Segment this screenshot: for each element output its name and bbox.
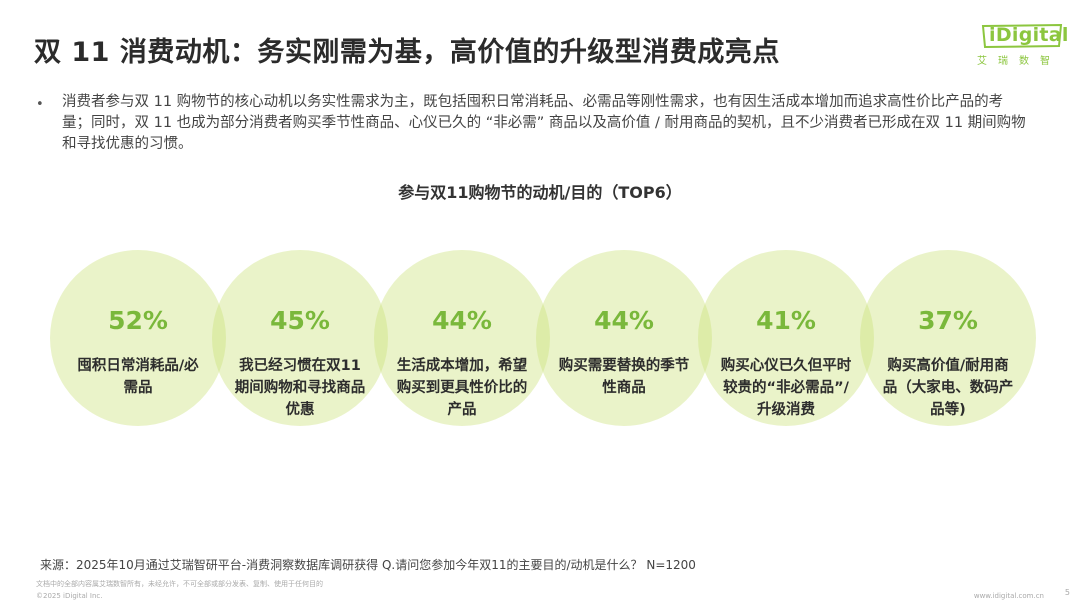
motive-label: 购买需要替换的季节性商品 — [558, 358, 690, 396]
motive-label: 囤积日常消耗品/必需品 — [77, 358, 199, 396]
motive-label: 购买高价值/耐用商品（大家电、数码产品等) — [882, 358, 1014, 418]
motive-percent: 52% — [108, 306, 168, 335]
motive-circle: 41% 购买心仪已久但平时较贵的“非必需品”/升级消费 — [698, 250, 874, 426]
motive-circle: 44% 购买需要替换的季节性商品 — [536, 250, 712, 426]
motive-percent: 45% — [270, 306, 330, 335]
disclaimer: 文档中的全部内容属艾瑞数智所有，未经允许，不可全部或部分发表、复制、使用于任何目… — [36, 580, 323, 588]
intro-paragraph: 消费者参与双 11 购物节的核心动机以务实性需求为主，既包括囤积日常消耗品、必需… — [62, 94, 1026, 152]
motive-percent: 37% — [918, 306, 978, 335]
page-number: 5 — [1064, 588, 1070, 597]
logo-text: iDigital — [989, 24, 1069, 46]
source-note: 来源：2025年10月通过艾瑞智研平台-消费洞察数据库调研获得 Q.请问您参加今… — [40, 558, 696, 572]
motive-percent: 41% — [756, 306, 816, 335]
motive-label: 购买心仪已久但平时较贵的“非必需品”/升级消费 — [720, 358, 852, 418]
copyright: ©2025 iDigital Inc. — [36, 592, 103, 600]
motive-circle: 52% 囤积日常消耗品/必需品 — [50, 250, 226, 426]
motive-label: 我已经习惯在双11期间购物和寻找商品优惠 — [234, 358, 366, 418]
logo-subtitle: 艾瑞数智 — [977, 56, 1061, 67]
motive-circle: 45% 我已经习惯在双11期间购物和寻找商品优惠 — [212, 250, 388, 426]
motive-circle: 37% 购买高价值/耐用商品（大家电、数码产品等) — [860, 250, 1036, 426]
motive-label: 生活成本增加，希望购买到更具性价比的产品 — [396, 358, 528, 418]
bullet-icon: • — [36, 97, 44, 112]
website: www.idigital.com.cn — [973, 592, 1044, 600]
motive-percent: 44% — [432, 306, 492, 335]
brand-logo: iDigital 艾瑞数智 — [975, 22, 1069, 72]
motive-circle: 44% 生活成本增加，希望购买到更具性价比的产品 — [374, 250, 550, 426]
chart-title: 参与双11购物节的动机/目的（TOP6） — [398, 183, 682, 202]
page-title: 双 11 消费动机：务实刚需为基，高价值的升级型消费成亮点 — [34, 37, 780, 68]
logo-box-shape — [981, 24, 1063, 48]
motive-percent: 44% — [594, 306, 654, 335]
